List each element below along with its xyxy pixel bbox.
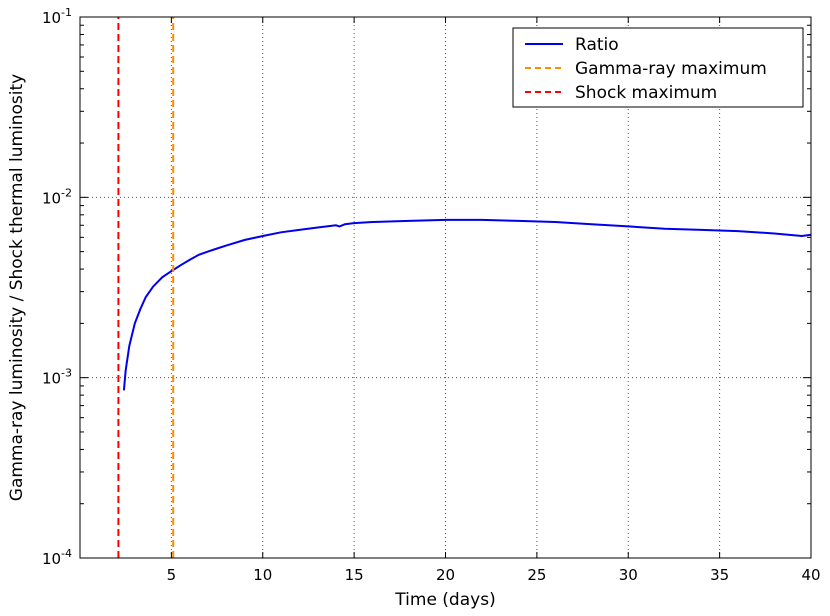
x-tick-label: 5 <box>167 566 177 584</box>
x-tick-label: 10 <box>253 566 272 584</box>
x-axis-label: Time (days) <box>394 590 495 610</box>
legend-label: Gamma-ray maximum <box>575 59 767 79</box>
series-line-ratio <box>122 218 812 391</box>
y-tick-exponent: -1 <box>61 6 72 19</box>
y-tick-exponent: -2 <box>61 186 72 199</box>
y-tick-base: 10 <box>42 189 61 207</box>
x-tick-label: 35 <box>710 566 729 584</box>
legend-label: Shock maximum <box>575 83 717 103</box>
x-tick-label: 30 <box>619 566 638 584</box>
x-tick-label: 25 <box>527 566 546 584</box>
y-tick-label: 10-3 <box>42 367 72 388</box>
y-tick-base: 10 <box>42 550 61 568</box>
y-tick-exponent: -3 <box>61 367 72 380</box>
legend: Ratio Gamma-ray maximum Shock maximum <box>512 27 804 108</box>
y-tick-base: 10 <box>42 370 61 388</box>
data-lines <box>117 17 812 558</box>
x-tick-label: 15 <box>345 566 364 584</box>
y-tick-label: 10-2 <box>42 186 72 207</box>
x-tick-label: 40 <box>801 566 820 584</box>
y-tick-exponent: -4 <box>61 547 72 560</box>
legend-label: Ratio <box>575 35 619 55</box>
legend-box <box>512 27 804 108</box>
y-axis-label: Gamma-ray luminosity / Shock thermal lum… <box>7 74 27 501</box>
y-tick-base: 10 <box>42 9 61 27</box>
x-tick-label: 20 <box>436 566 455 584</box>
y-tick-label: 10-1 <box>42 6 72 27</box>
y-tick-label: 10-4 <box>42 547 72 568</box>
